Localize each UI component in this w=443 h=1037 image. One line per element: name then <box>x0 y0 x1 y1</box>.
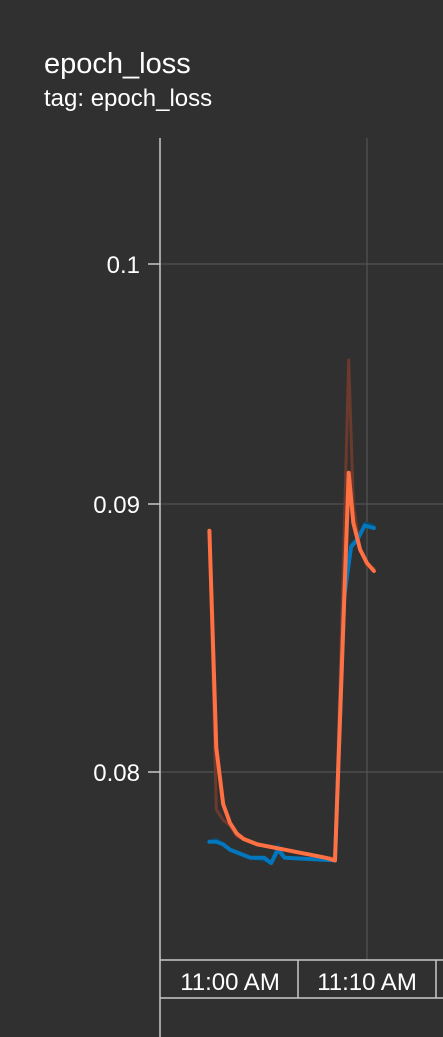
train-raw-line <box>207 358 376 860</box>
grid-layer <box>160 138 443 960</box>
validation-smoothed-line <box>207 523 376 866</box>
tick-layer: 0.1 0.09 0.08 11:00 AM 11:10 AM <box>93 252 417 996</box>
y-tick-label: 0.1 <box>107 252 140 279</box>
series-layer <box>207 358 376 866</box>
x-tick-label: 11:10 AM <box>317 969 417 996</box>
y-tick-label: 0.09 <box>93 492 140 519</box>
train-smoothed-line <box>207 470 376 863</box>
y-tick-label: 0.08 <box>93 760 140 787</box>
chart-subtitle: tag: epoch_loss <box>44 85 213 112</box>
axis-layer <box>159 138 443 1037</box>
chart-title: epoch_loss <box>44 48 191 80</box>
x-tick-label: 11:00 AM <box>180 969 280 996</box>
